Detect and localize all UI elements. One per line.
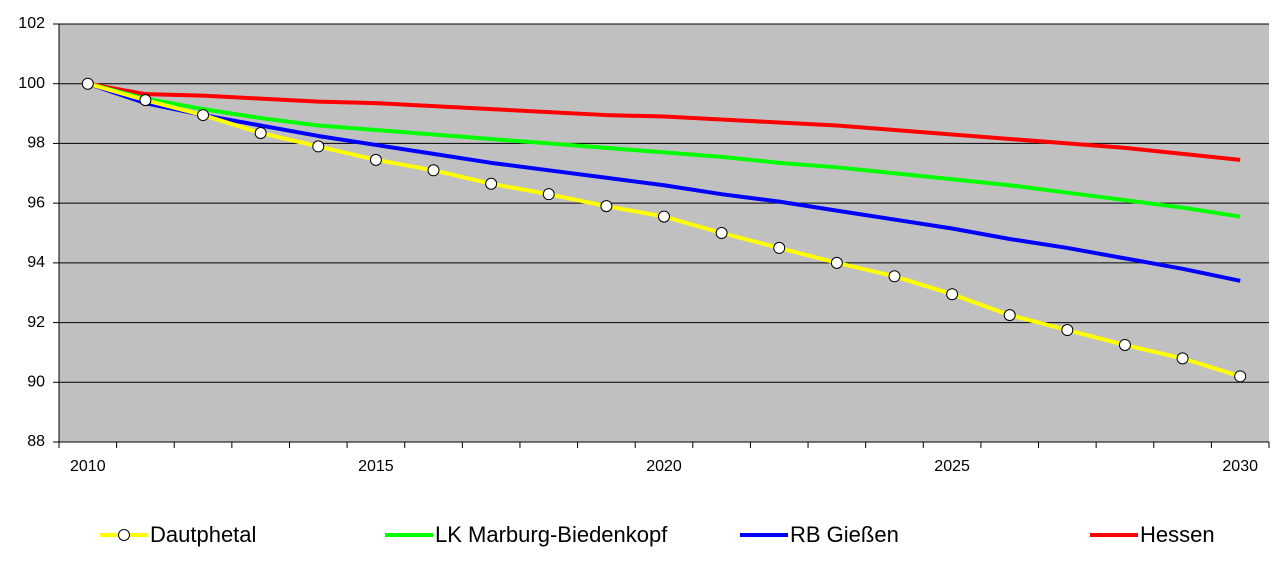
y-tick-label: 90 (27, 374, 45, 391)
data-point (1061, 324, 1074, 337)
data-point (485, 177, 498, 190)
legend-label: LK Marburg-Biedenkopf (435, 522, 668, 547)
data-point (1118, 338, 1131, 351)
series-line (87, 81, 1241, 283)
y-tick-label: 94 (27, 254, 45, 271)
y-tick-label: 98 (27, 135, 45, 152)
data-point (542, 188, 555, 201)
data-point (254, 126, 267, 139)
plot-area (59, 24, 1269, 442)
y-tick-label: 88 (27, 433, 45, 450)
x-tick-label: 2025 (934, 458, 970, 475)
data-point (312, 140, 325, 153)
series-line (87, 81, 1241, 162)
data-point (773, 241, 786, 254)
series-line (87, 81, 1241, 219)
y-tick-label: 100 (18, 75, 45, 92)
data-point (81, 77, 94, 90)
data-point (139, 94, 152, 107)
legend-label: RB Gießen (790, 522, 899, 547)
x-tick-label: 2020 (646, 458, 682, 475)
data-point (600, 200, 613, 213)
legend-label: Hessen (1140, 522, 1215, 547)
x-tick-label: 2030 (1222, 458, 1258, 475)
data-point (427, 164, 440, 177)
data-point (369, 153, 382, 166)
data-point (197, 109, 210, 122)
data-point (830, 256, 843, 269)
data-point (1234, 370, 1247, 383)
x-tick-label: 2015 (358, 458, 394, 475)
y-tick-label: 92 (27, 314, 45, 331)
data-point (888, 270, 901, 283)
legend-marker (118, 529, 130, 541)
data-point (715, 227, 728, 239)
data-point (658, 210, 670, 223)
data-point (1176, 352, 1189, 365)
y-tick-label: 96 (27, 194, 45, 211)
legend-label: Dautphetal (150, 522, 256, 547)
data-point (1003, 309, 1016, 322)
data-point (946, 288, 959, 301)
y-tick-label: 102 (18, 15, 45, 32)
x-tick-label: 2010 (70, 458, 106, 475)
